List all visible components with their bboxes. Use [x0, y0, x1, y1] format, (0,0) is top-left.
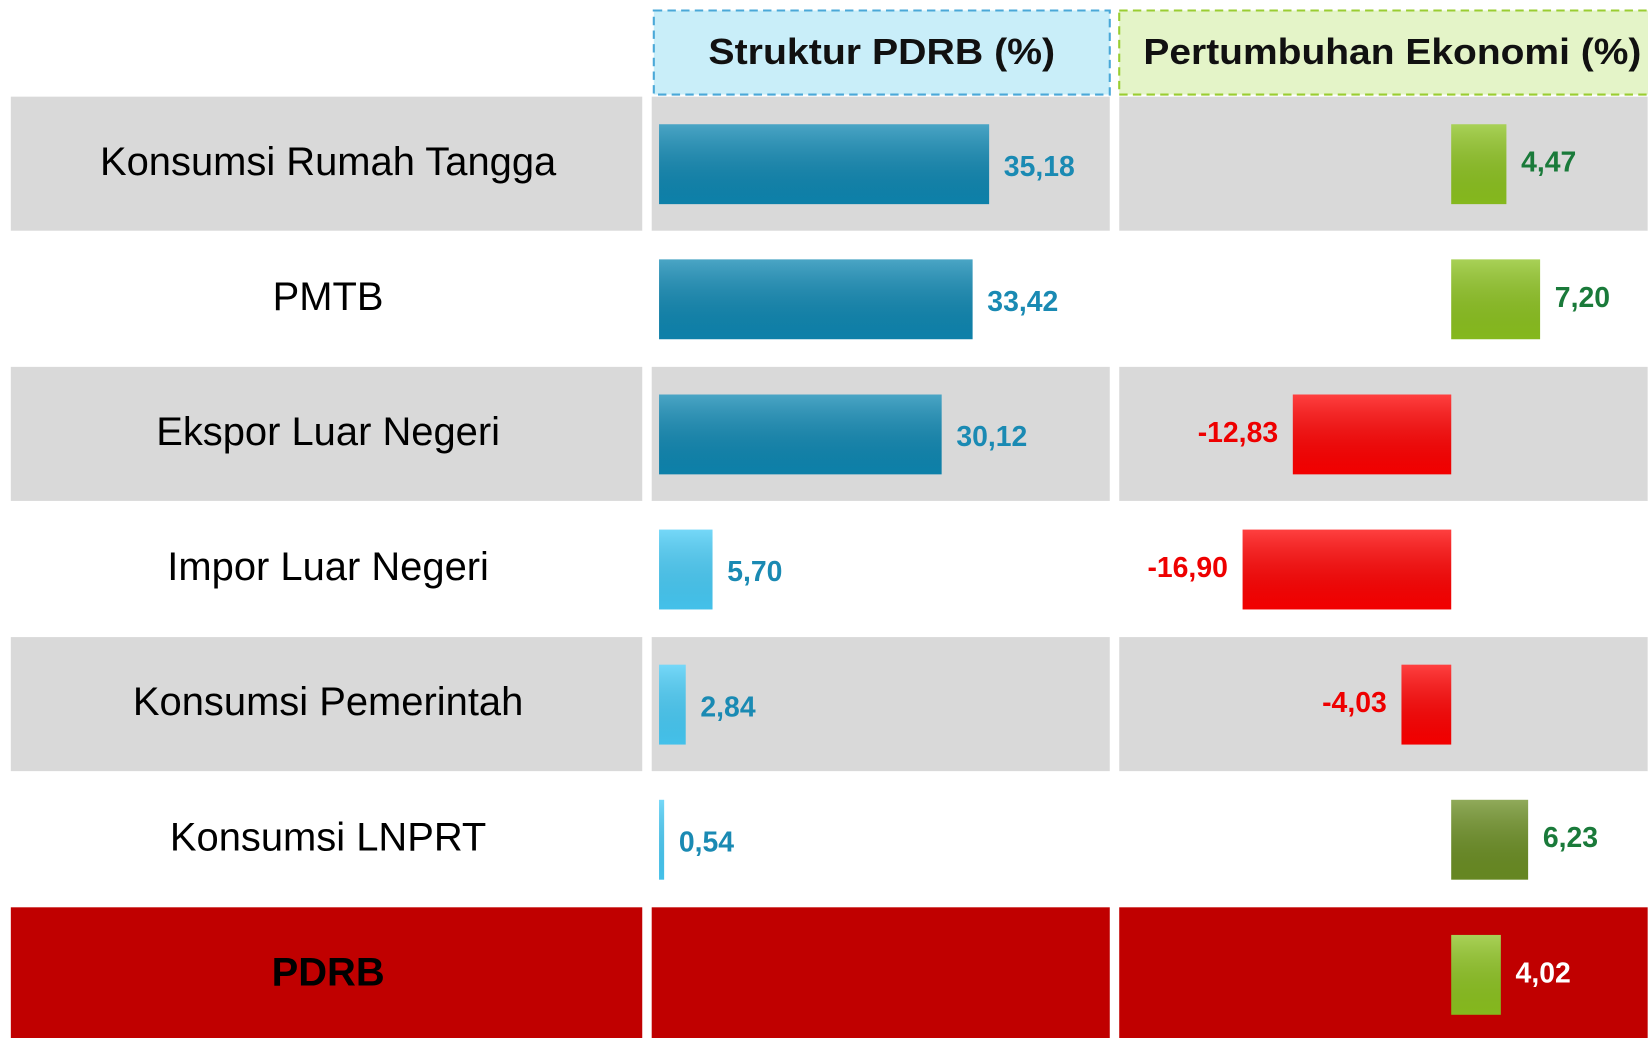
value-label: 33,42 — [987, 286, 1058, 318]
column-header: Pertumbuhan Ekonomi (%) — [1143, 32, 1641, 72]
row-label: Ekspor Luar Negeri — [156, 410, 500, 454]
row-background — [1119, 231, 1648, 366]
row-label: Impor Luar Negeri — [167, 545, 489, 589]
value-label: 0,54 — [679, 826, 734, 858]
row-background — [10, 501, 643, 637]
bar-shade — [1451, 259, 1541, 340]
value-label: 4,02 — [1516, 957, 1571, 989]
value-label: 6,23 — [1543, 822, 1598, 854]
row-background — [10, 637, 643, 772]
value-label: 4,47 — [1521, 147, 1576, 179]
header-box — [1118, 9, 1648, 96]
bar-shade — [1451, 124, 1507, 205]
row-background — [10, 231, 643, 366]
value-label: 2,84 — [700, 691, 755, 723]
row-label: Konsumsi Rumah Tangga — [100, 140, 557, 184]
row-label: PMTB — [273, 275, 384, 319]
value-label: -16,90 — [1147, 552, 1227, 584]
column-header: Struktur PDRB (%) — [708, 32, 1055, 72]
bar-shade — [659, 529, 713, 610]
bar-shade — [659, 799, 665, 880]
row-background — [1119, 637, 1648, 772]
value-label: 5,70 — [727, 556, 782, 588]
row-background — [651, 772, 1110, 907]
row-background — [651, 501, 1110, 637]
bar-shade — [1242, 529, 1452, 610]
row-background — [1119, 772, 1648, 907]
row-background — [10, 96, 643, 231]
row-label: Konsumsi Pemerintah — [133, 680, 523, 724]
bar-shade — [659, 259, 973, 340]
bar-shade — [659, 664, 686, 745]
bar-shade — [1451, 799, 1529, 880]
row-background — [651, 907, 1110, 1038]
value-label: 7,20 — [1555, 282, 1610, 314]
row-background — [10, 772, 643, 907]
row-background — [10, 907, 643, 1038]
row-background — [1119, 96, 1648, 231]
row-label: PDRB — [272, 950, 385, 994]
value-label: 35,18 — [1004, 151, 1075, 183]
row-background — [1119, 907, 1648, 1038]
value-label: -12,83 — [1198, 417, 1278, 449]
bar-shade — [1451, 934, 1501, 1015]
bar-shade — [1401, 664, 1452, 745]
value-label: -4,03 — [1322, 687, 1387, 719]
row-background — [651, 637, 1110, 772]
row-label: Konsumsi LNPRT — [170, 815, 486, 859]
bar-shade — [659, 394, 942, 475]
value-label: 30,12 — [956, 421, 1027, 453]
bar-shade — [1292, 394, 1452, 475]
row-background — [10, 366, 643, 501]
header-box — [652, 9, 1111, 96]
bar-shade — [659, 124, 990, 205]
